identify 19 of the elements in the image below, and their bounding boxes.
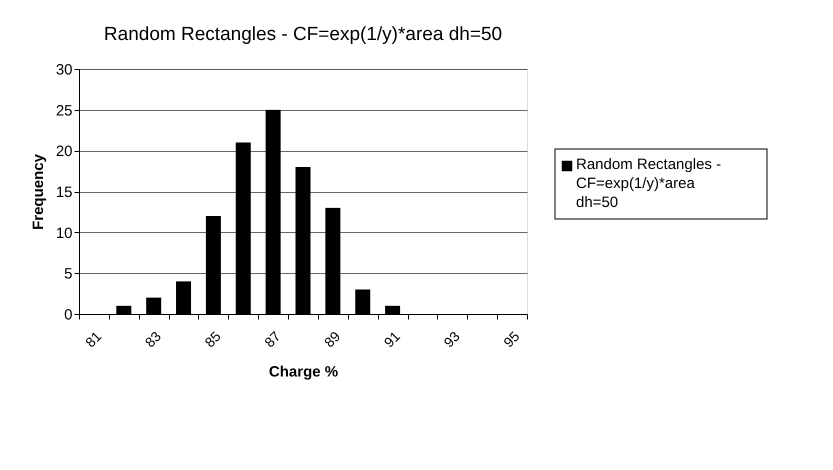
x-tick-label: 81: [82, 328, 104, 350]
x-tick-label: 85: [201, 328, 224, 350]
x-tick-label: 93: [440, 328, 463, 350]
y-tick-label: 20: [56, 143, 72, 160]
y-axis-title: Frequency: [30, 153, 47, 230]
x-tick-label: 91: [380, 328, 404, 350]
y-tick-label: 25: [56, 102, 72, 120]
x-tick-label: 89: [320, 328, 344, 350]
y-tick-label: 5: [64, 266, 72, 283]
x-tick-label: 87: [261, 328, 284, 350]
y-tick-label: 15: [56, 184, 72, 201]
x-axis-title: Charge %: [268, 363, 338, 380]
y-tick-label: 0: [64, 306, 72, 324]
x-tick-label: 83: [142, 328, 164, 350]
x-tick-label: 95: [500, 328, 523, 350]
legend-label: Random Rectangles - CF=exp(1/y)*area dh=50: [576, 156, 722, 211]
chart-title: Random Rectangles - CF=exp(1/y)*area dh=50: [104, 24, 502, 45]
y-tick-label: 10: [56, 224, 72, 242]
y-tick-label: 30: [56, 62, 72, 78]
